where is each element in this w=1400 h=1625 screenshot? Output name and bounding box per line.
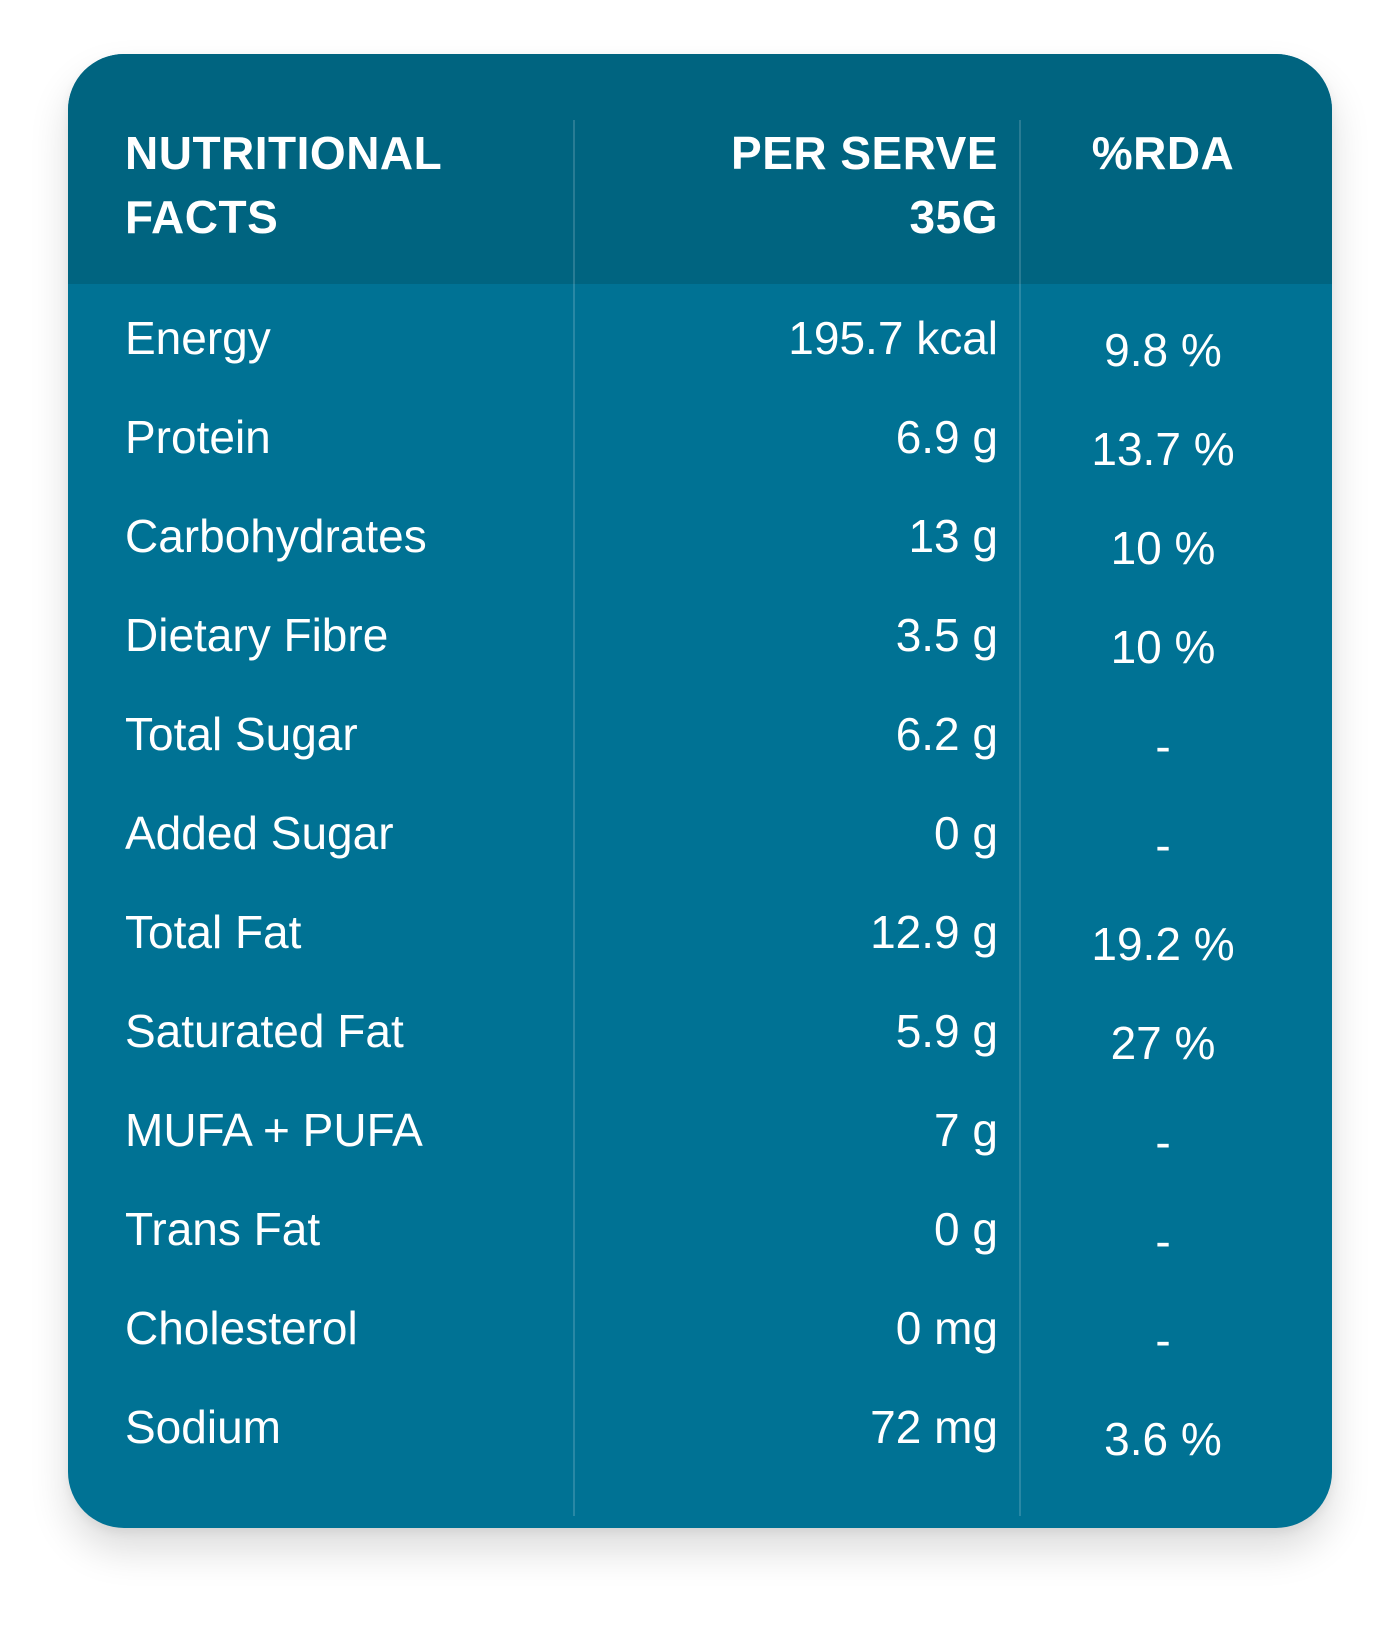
nutrient-name: Added Sugar xyxy=(125,807,394,859)
column-divider xyxy=(573,120,575,1516)
header-per-serve: PER SERVE 35G xyxy=(731,127,998,243)
column-divider xyxy=(1019,120,1021,1516)
rda-value: 10 % xyxy=(1110,621,1216,673)
rda-value: 19.2 % xyxy=(1091,918,1235,970)
table-row: Added Sugar 0 g - xyxy=(68,784,1332,883)
table-row: Protein 6.9 g 13.7 % xyxy=(68,388,1332,487)
nutrient-name: Sodium xyxy=(125,1401,281,1453)
header-rda: %RDA xyxy=(1091,127,1235,179)
rda-value: - xyxy=(1155,1116,1171,1168)
table-row: Total Sugar 6.2 g - xyxy=(68,685,1332,784)
per-serve-value: 195.7 kcal xyxy=(788,312,998,364)
per-serve-value: 5.9 g xyxy=(895,1005,998,1057)
table-row: Saturated Fat 5.9 g 27 % xyxy=(68,982,1332,1081)
table-header: NUTRITIONAL FACTS PER SERVE 35G %RDA xyxy=(68,54,1332,284)
nutrient-name: Carbohydrates xyxy=(125,510,427,562)
nutrient-name: Cholesterol xyxy=(125,1302,358,1354)
table-row: Cholesterol 0 mg - xyxy=(68,1279,1332,1378)
per-serve-value: 0 mg xyxy=(895,1302,998,1354)
table-row: Dietary Fibre 3.5 g 10 % xyxy=(68,586,1332,685)
per-serve-value: 7 g xyxy=(934,1104,998,1156)
nutrient-name: Saturated Fat xyxy=(125,1005,404,1057)
rda-value: 27 % xyxy=(1110,1017,1216,1069)
rda-value: - xyxy=(1155,1314,1171,1366)
rda-value: 9.8 % xyxy=(1104,324,1222,376)
nutrition-rows: Energy 195.7 kcal 9.8 % Protein 6.9 g 13… xyxy=(68,289,1332,1477)
rda-value: 3.6 % xyxy=(1104,1413,1222,1465)
rda-value: - xyxy=(1155,819,1171,871)
table-row: Energy 195.7 kcal 9.8 % xyxy=(68,289,1332,388)
nutrient-name: Dietary Fibre xyxy=(125,609,389,661)
per-serve-value: 72 mg xyxy=(870,1401,998,1453)
per-serve-value: 6.9 g xyxy=(895,411,998,463)
per-serve-value: 0 g xyxy=(934,1203,998,1255)
table-row: Trans Fat 0 g - xyxy=(68,1180,1332,1279)
nutrition-facts-card: NUTRITIONAL FACTS PER SERVE 35G %RDA Ene… xyxy=(68,54,1332,1528)
rda-value: - xyxy=(1155,1215,1171,1267)
per-serve-value: 6.2 g xyxy=(895,708,998,760)
rda-value: - xyxy=(1155,720,1171,772)
table-row: MUFA + PUFA 7 g - xyxy=(68,1081,1332,1180)
table-row: Sodium 72 mg 3.6 % xyxy=(68,1378,1332,1477)
rda-value: 13.7 % xyxy=(1091,423,1235,475)
per-serve-value: 12.9 g xyxy=(870,906,998,958)
table-row: Total Fat 12.9 g 19.2 % xyxy=(68,883,1332,982)
rda-value: 10 % xyxy=(1110,522,1216,574)
nutrient-name: Energy xyxy=(125,312,271,364)
per-serve-value: 13 g xyxy=(908,510,998,562)
nutrient-name: Protein xyxy=(125,411,271,463)
nutrient-name: Trans Fat xyxy=(125,1203,321,1255)
nutrient-name: MUFA + PUFA xyxy=(125,1104,423,1156)
table-row: Carbohydrates 13 g 10 % xyxy=(68,487,1332,586)
nutrient-name: Total Sugar xyxy=(125,708,358,760)
per-serve-value: 0 g xyxy=(934,807,998,859)
nutrient-name: Total Fat xyxy=(125,906,302,958)
header-nutritional-facts: NUTRITIONAL FACTS xyxy=(125,127,443,243)
per-serve-value: 3.5 g xyxy=(895,609,998,661)
